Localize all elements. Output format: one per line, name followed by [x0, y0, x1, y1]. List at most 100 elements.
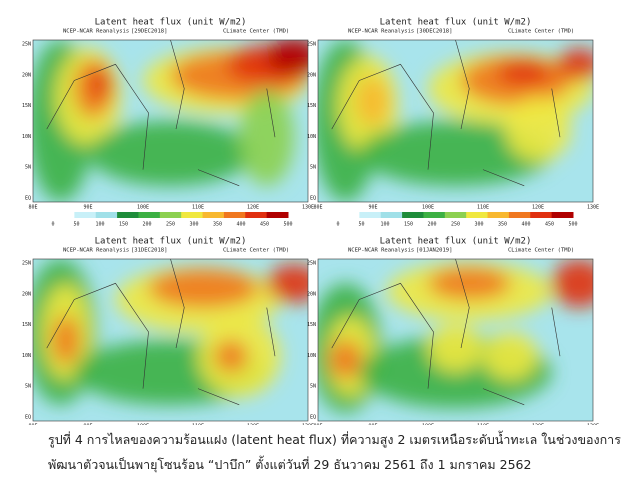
colorbar-label: 250 — [451, 222, 460, 228]
map-frame — [32, 258, 309, 422]
field-blob — [428, 323, 483, 373]
lat-label: 5N — [310, 384, 316, 390]
colorbar-label: 400 — [521, 222, 530, 228]
lat-label: 10N — [22, 353, 31, 359]
panel-date: [30DEC2018] — [416, 29, 452, 35]
map-field — [33, 259, 308, 421]
lon-label: 110E — [192, 424, 204, 426]
lon-label: 90E — [83, 205, 92, 211]
colorbar-label: 350 — [213, 222, 222, 228]
colorbar-swatch — [551, 212, 574, 218]
field-blob — [329, 340, 362, 379]
colorbar-label: 450 — [545, 222, 554, 228]
lon-label: 80E — [313, 424, 322, 426]
colorbar-swatch — [423, 212, 446, 218]
lon-label: 80E — [28, 424, 37, 426]
panel-date: [31DEC2018] — [131, 248, 167, 254]
map-field — [318, 40, 593, 202]
map-field — [33, 40, 308, 202]
panel-title: Latent heat flux (unit W/m2) — [380, 237, 532, 247]
field-blob — [266, 40, 308, 76]
colorbar-swatch — [487, 212, 510, 218]
lat-label: 20N — [307, 291, 316, 297]
caption-line: รูปที่ 4 การไหลของความร้อนแฝง (latent he… — [48, 432, 621, 447]
map-panel: Latent heat flux (unit W/m2)NCEP-NCAR Re… — [22, 237, 314, 426]
field-blob — [88, 120, 253, 186]
colorbar-label: 500 — [568, 222, 577, 228]
colorbar-swatch — [138, 212, 161, 218]
colorbar-swatch — [359, 212, 382, 218]
panel-date: [01JAN2019] — [416, 248, 452, 254]
lon-label: 100E — [422, 205, 434, 211]
colorbar-swatch — [466, 212, 489, 218]
panel-date: [29DEC2018] — [131, 29, 167, 35]
colorbar-label: 350 — [498, 222, 507, 228]
field-blob — [359, 120, 552, 186]
panel-title: Latent heat flux (unit W/m2) — [95, 18, 247, 28]
colorbar-swatch — [266, 212, 289, 218]
lon-label: 130E — [302, 205, 314, 211]
lat-label: 25N — [22, 261, 31, 267]
lon-label: 110E — [192, 205, 204, 211]
lon-label: 90E — [83, 424, 92, 426]
lat-label: 15N — [22, 322, 31, 328]
lon-label: 80E — [313, 205, 322, 211]
colorbar-swatch — [444, 212, 467, 218]
colorbar-swatch — [74, 212, 97, 218]
field-blob — [496, 59, 552, 86]
lat-label: 25N — [22, 42, 31, 48]
colorbar-swatch — [245, 212, 268, 218]
lat-label: EQ — [25, 415, 31, 421]
colorbar-swatch — [53, 212, 75, 218]
lat-label: 10N — [307, 134, 316, 140]
field-blob — [239, 88, 295, 186]
colorbar-label: 200 — [427, 222, 436, 228]
field-blobs — [33, 259, 308, 405]
colorbar-swatch — [530, 212, 553, 218]
lon-label: 120E — [532, 424, 544, 426]
lon-label: 110E — [477, 424, 489, 426]
map-frame — [317, 39, 594, 203]
lat-label: 5N — [25, 165, 31, 171]
panel-title: Latent heat flux (unit W/m2) — [380, 18, 532, 28]
lon-label: 90E — [368, 424, 377, 426]
colorbar-label: 150 — [404, 222, 413, 228]
coastline — [331, 40, 561, 187]
colorbar-swatch — [159, 212, 182, 218]
colorbar-label: 50 — [73, 222, 79, 228]
lon-label: 100E — [137, 424, 149, 426]
panel-title: Latent heat flux (unit W/m2) — [95, 237, 247, 247]
lon-label: 120E — [247, 205, 259, 211]
panel-center: CLimate Center (TMD) — [223, 29, 289, 35]
colorbar-label: 500 — [283, 222, 292, 228]
panel-source: NCEP-NCAR Reanalysis — [63, 248, 129, 254]
colorbar-swatch — [223, 212, 246, 218]
lat-label: 20N — [307, 72, 316, 78]
map-panel: Latent heat flux (unit W/m2)NCEP-NCAR Re… — [307, 237, 599, 426]
lat-label: EQ — [25, 196, 31, 202]
lon-label: 130E — [587, 205, 599, 211]
colorbar-swatch — [117, 212, 139, 218]
lat-label: 15N — [307, 103, 316, 109]
lat-label: 15N — [22, 103, 31, 109]
coastline — [46, 259, 276, 406]
field-blob — [148, 268, 259, 308]
lat-label: 10N — [22, 134, 31, 140]
panel-center: CLimate Center (TMD) — [508, 29, 574, 35]
lat-label: 15N — [307, 322, 316, 328]
lat-label: 25N — [307, 261, 316, 267]
colorbar-label: 150 — [119, 222, 128, 228]
field-blob — [551, 259, 593, 308]
colorbar-label: 50 — [358, 222, 364, 228]
lon-label: 110E — [477, 205, 489, 211]
map-frame — [317, 258, 594, 422]
lat-label: 20N — [22, 291, 31, 297]
field-blobs — [33, 40, 308, 202]
lat-label: EQ — [310, 196, 316, 202]
panel-source: NCEP-NCAR Reanalysis — [348, 248, 414, 254]
lon-label: 100E — [137, 205, 149, 211]
lon-label: 130E — [302, 424, 314, 426]
lon-label: 120E — [247, 424, 259, 426]
colorbar-swatch — [181, 212, 204, 218]
field-blob — [428, 267, 511, 300]
